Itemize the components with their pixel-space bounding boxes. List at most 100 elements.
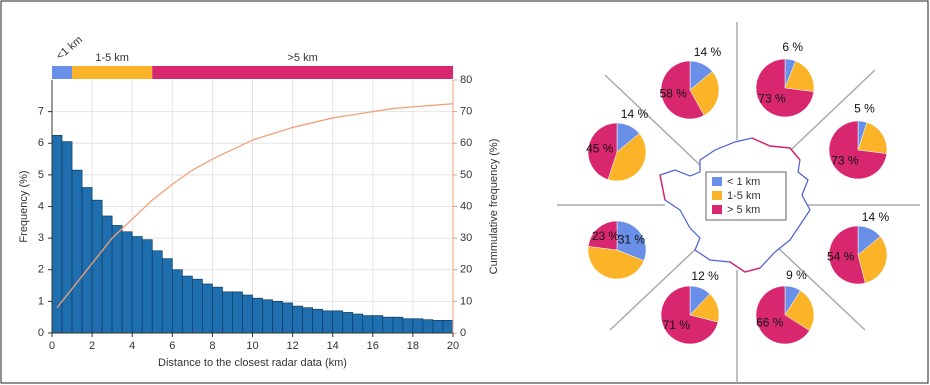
bar [322, 310, 334, 334]
pie-slice [784, 60, 815, 92]
x-tick-label: 4 [129, 340, 135, 352]
y2-tick-label: 30 [460, 232, 472, 244]
bar [432, 320, 444, 334]
bar [232, 291, 243, 334]
x-axis-label: Distance to the closest radar data (km) [158, 357, 347, 369]
bar [91, 199, 103, 334]
cumulative-line [56, 103, 454, 309]
bar [101, 215, 113, 334]
bar [131, 236, 143, 334]
y2-tick-label: 60 [460, 137, 472, 149]
pie-slice [828, 225, 866, 285]
x-tick-label: 20 [447, 340, 459, 352]
bar [292, 305, 303, 334]
pie-slice [857, 122, 888, 154]
pie-value-label: 45 % [586, 141, 614, 155]
y-tick-label: 3 [38, 232, 44, 244]
bar [362, 315, 374, 334]
bar [252, 297, 263, 334]
bar [171, 269, 183, 334]
pie-value-label: 58 % [659, 86, 687, 100]
x-tick-label: 6 [169, 340, 175, 352]
pie-slice [755, 58, 815, 118]
bar [202, 283, 213, 334]
y2-tick-label: 40 [460, 200, 472, 212]
bar [111, 225, 123, 334]
pie-value-label: 66 % [756, 316, 784, 330]
pie-value-label: 5 % [854, 102, 875, 116]
bar [141, 239, 153, 334]
pie-slice [587, 246, 645, 280]
range-band [72, 66, 153, 79]
y2-tick-label: 70 [460, 106, 472, 118]
pie-value-label: 73 % [758, 92, 786, 106]
pie-value-label: 54 % [827, 249, 855, 263]
pie-value-label: 73 % [831, 154, 859, 168]
pie-value-label: 14 % [862, 210, 890, 224]
range-label: >5 km [287, 52, 317, 64]
bar [302, 307, 313, 334]
bar [121, 231, 133, 334]
bar [192, 278, 203, 334]
pie-slice [607, 133, 647, 182]
pie-slice [689, 71, 720, 116]
pie-slice [755, 285, 810, 345]
bar [262, 299, 273, 334]
legend-label: > 5 km [727, 204, 760, 216]
bar [181, 275, 193, 334]
pie-slice [828, 120, 888, 180]
bar [81, 187, 93, 334]
bar [412, 318, 424, 334]
bar [442, 320, 454, 334]
pie-value-label: 14 % [621, 107, 649, 121]
bar [161, 258, 173, 334]
y-tick-label: 0 [38, 327, 44, 339]
pie-value-label: 12 % [691, 269, 719, 283]
bar [61, 141, 73, 334]
pie-slice [660, 285, 719, 345]
bar [242, 294, 253, 334]
range-band [152, 66, 453, 79]
range-label: 1-5 km [95, 52, 129, 64]
y-tick-label: 1 [38, 295, 44, 307]
y2-tick-label: 10 [460, 295, 472, 307]
range-band [52, 66, 73, 79]
bar [342, 312, 354, 334]
x-tick-label: 2 [89, 340, 95, 352]
pie-value-label: 71 % [663, 318, 691, 332]
y2-axis-label: Cummulative frequency (%) [488, 139, 500, 275]
pie-slice [857, 236, 888, 284]
pie-value-label: 6 % [782, 40, 803, 54]
bar [312, 308, 324, 334]
x-tick-label: 16 [367, 340, 379, 352]
bar [222, 291, 233, 334]
x-tick-label: 0 [49, 340, 55, 352]
pie-value-label: 14 % [694, 45, 722, 59]
legend-swatch [712, 205, 722, 214]
pie-value-label: 9 % [786, 268, 807, 282]
bar [382, 316, 394, 334]
pie-slice [660, 60, 705, 120]
y-axis-label: Frequency (%) [18, 170, 30, 242]
bar [352, 313, 364, 334]
y-tick-label: 7 [38, 106, 44, 118]
bar [372, 315, 384, 334]
legend-swatch [712, 177, 722, 186]
pie-value-label: 31 % [618, 232, 646, 246]
bar [71, 169, 83, 334]
y-tick-label: 4 [38, 200, 44, 212]
x-tick-label: 18 [407, 340, 419, 352]
x-tick-label: 14 [327, 340, 339, 352]
legend-label: 1-5 km [727, 190, 761, 202]
pie-slice [587, 220, 618, 251]
y-tick-label: 5 [38, 169, 44, 181]
y2-tick-label: 50 [460, 169, 472, 181]
coast-highlight [659, 137, 801, 273]
x-tick-label: 8 [209, 340, 215, 352]
y2-tick-label: 80 [460, 74, 472, 86]
bar [332, 310, 344, 334]
bar [212, 286, 223, 334]
bar [402, 318, 414, 334]
